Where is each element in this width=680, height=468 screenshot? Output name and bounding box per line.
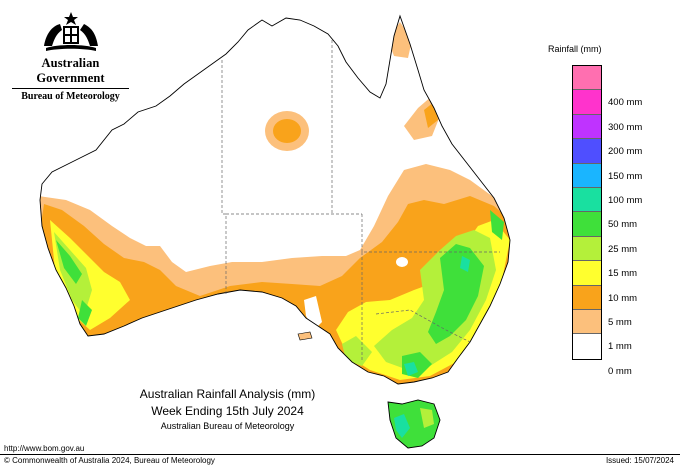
government-logo: Australian Government Bureau of Meteorol… xyxy=(8,10,133,102)
legend-swatch xyxy=(573,334,601,359)
legend-swatch xyxy=(573,236,601,262)
legend-label: 300 mm xyxy=(608,121,643,133)
map-period: Week Ending 15th July 2024 xyxy=(151,404,304,418)
legend-label: 5 mm xyxy=(608,317,632,328)
rain-region-5mm-nt xyxy=(273,119,301,143)
legend-label: 150 mm xyxy=(608,170,643,182)
legend-label: 1 mm xyxy=(608,341,632,353)
government-title: Australian Government xyxy=(36,56,105,85)
legend-swatch xyxy=(573,139,601,164)
legend-label: 100 mm xyxy=(608,195,643,206)
bureau-title: Bureau of Meteorology xyxy=(21,91,120,102)
legend-label: 400 mm xyxy=(608,97,643,109)
copyright-text: © Commonwealth of Australia 2024, Bureau… xyxy=(4,456,215,465)
legend-swatch xyxy=(573,90,601,115)
mainland-coastline xyxy=(39,14,511,385)
legend-swatch xyxy=(573,114,601,140)
logo-divider xyxy=(12,88,129,89)
dry-pocket-nsw xyxy=(396,257,408,267)
legend-label: 25 mm xyxy=(608,243,638,255)
legend-swatch xyxy=(573,66,601,91)
coat-of-arms-icon xyxy=(43,12,98,51)
state-borders xyxy=(221,40,500,362)
rainfall-legend xyxy=(572,65,602,360)
legend-label: 10 mm xyxy=(608,292,638,304)
legend-label: 0 mm xyxy=(608,365,632,377)
rain-region-50mm xyxy=(404,256,470,376)
legend-swatch xyxy=(573,285,601,310)
legend-swatch xyxy=(573,309,601,335)
legend-label: 15 mm xyxy=(608,268,638,280)
spencer-gulf xyxy=(304,296,322,330)
footer-bar xyxy=(0,454,680,468)
map-title: Australian Rainfall Analysis (mm) xyxy=(139,387,316,401)
map-agency: Australian Bureau of Meteorology xyxy=(160,421,295,431)
kangaroo-island xyxy=(297,331,313,341)
dry-pocket-sa xyxy=(322,265,338,275)
rain-region-15mm xyxy=(54,230,496,370)
legend-swatch xyxy=(573,261,601,286)
legend-swatch xyxy=(573,212,601,237)
legend-label: 50 mm xyxy=(608,219,638,231)
issued-date: Issued: 15/07/2024 xyxy=(605,456,674,465)
legend-swatch xyxy=(573,187,601,213)
tasmania-15mm xyxy=(420,408,434,428)
bom-url-link[interactable]: http://www.bom.gov.au xyxy=(4,444,85,453)
legend-title: Rainfall (mm) xyxy=(548,44,602,54)
legend-label: 200 mm xyxy=(608,146,643,158)
legend-swatch xyxy=(573,163,601,188)
tasmania-50mm xyxy=(394,414,410,438)
